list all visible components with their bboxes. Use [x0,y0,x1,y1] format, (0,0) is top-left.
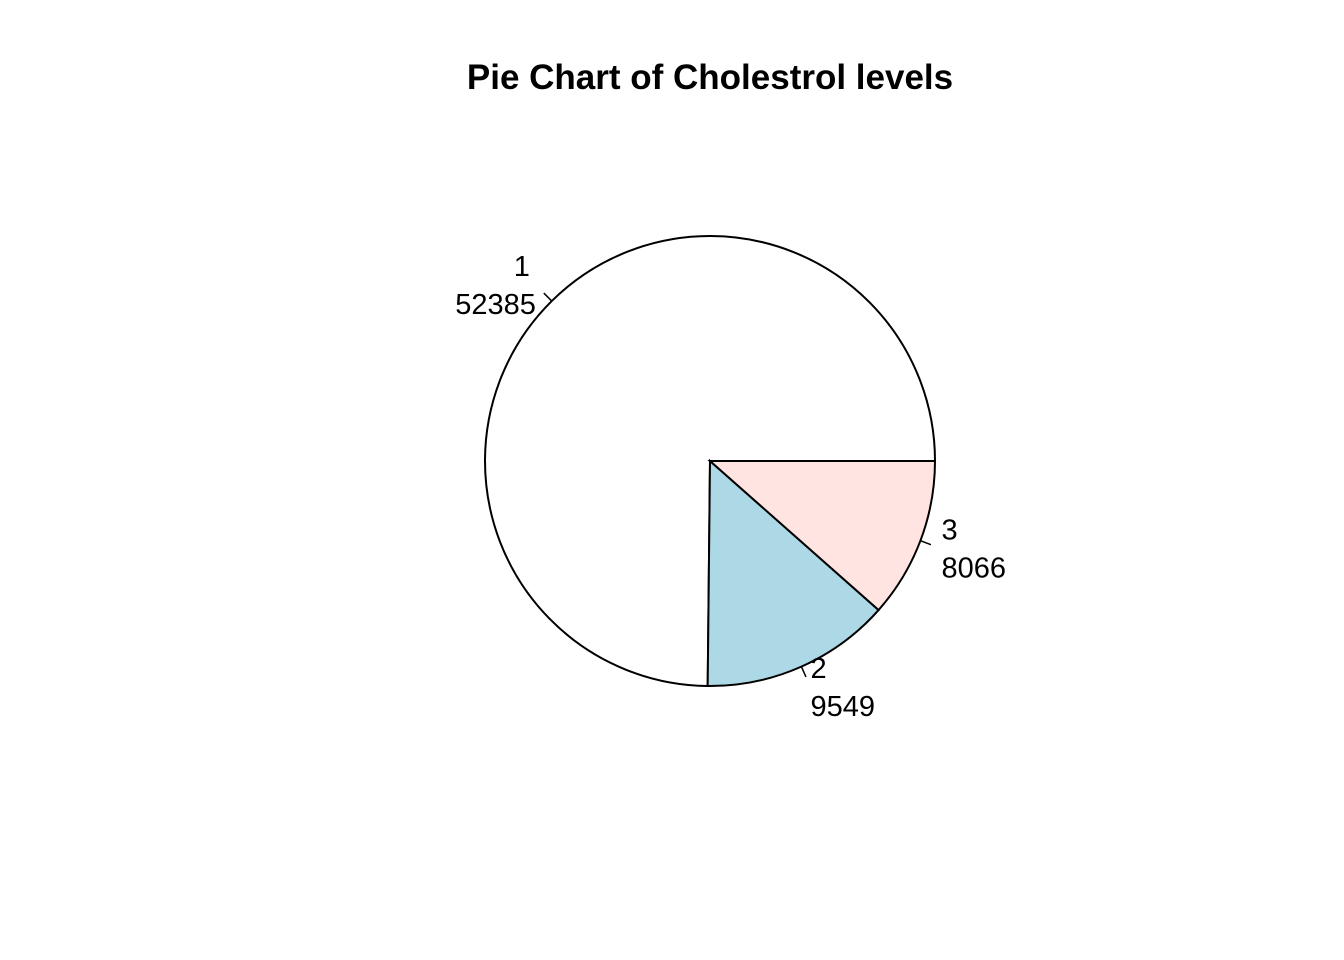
pie-tick-3 [920,539,932,546]
pie-slice-2 [706,458,880,687]
pie-label-value-2: 9549 [811,691,876,723]
pie-slices [484,235,937,688]
pie-label-ticks [543,292,932,678]
pie-label-name-2: 2 [811,653,827,685]
pie-slice-3 [707,460,937,612]
pie-tick-1 [543,292,553,302]
pie-label-name-1: 1 [514,251,530,283]
pie-slice-1 [484,235,937,688]
pie-label-value-1: 52385 [455,289,536,321]
pie-label-name-3: 3 [941,515,957,547]
pie-labels: 1 52385 2 9549 3 8066 [455,251,1006,723]
pie-tick-2 [800,666,807,678]
chart-title: Pie Chart of Cholestrol levels [466,58,954,97]
pie-label-value-3: 8066 [941,553,1006,585]
